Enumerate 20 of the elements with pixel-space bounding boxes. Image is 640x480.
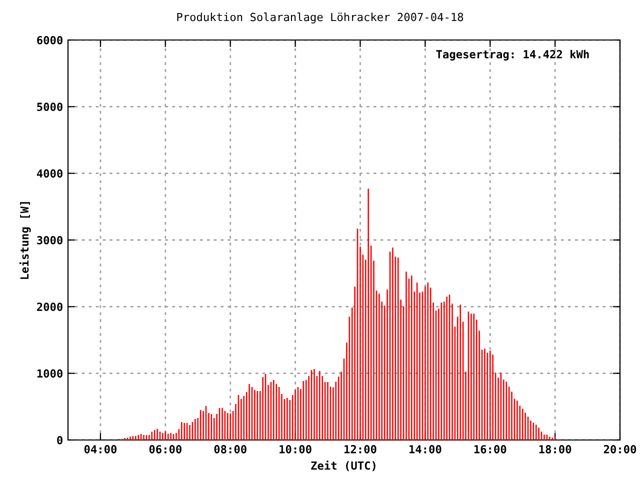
y-tick-label: 0 [57,436,62,444]
y-tick-label: 2000 [37,302,62,312]
x-tick-label: 04:00 [84,445,117,454]
y-tick-label: 3000 [37,236,62,244]
x-tick-label: 12:00 [344,445,376,454]
y-tick-label: 5000 [37,102,62,112]
annotation: Tagesertrag: 14.422 kWh [436,50,589,61]
x-axis-title: Zeit (UTC) [311,460,376,472]
x-tick-label: 06:00 [149,445,182,454]
x-tick-label: 14:00 [409,445,442,454]
x-tick-label: 20:00 [604,445,636,454]
chart-title: Produktion Solaranlage Löhracker 2007-04-18 [177,12,464,24]
x-tick-label: 10:00 [280,445,312,454]
x-tick-label: 18:00 [539,445,572,454]
y-tick-label: 6000 [37,36,62,44]
y-axis-title: Leistung [W] [19,202,31,279]
x-tick-label: 08:00 [214,445,246,454]
y-tick-label: 4000 [36,169,62,178]
y-tick-label: 1000 [37,369,62,378]
x-tick-label: 16:00 [474,445,506,454]
